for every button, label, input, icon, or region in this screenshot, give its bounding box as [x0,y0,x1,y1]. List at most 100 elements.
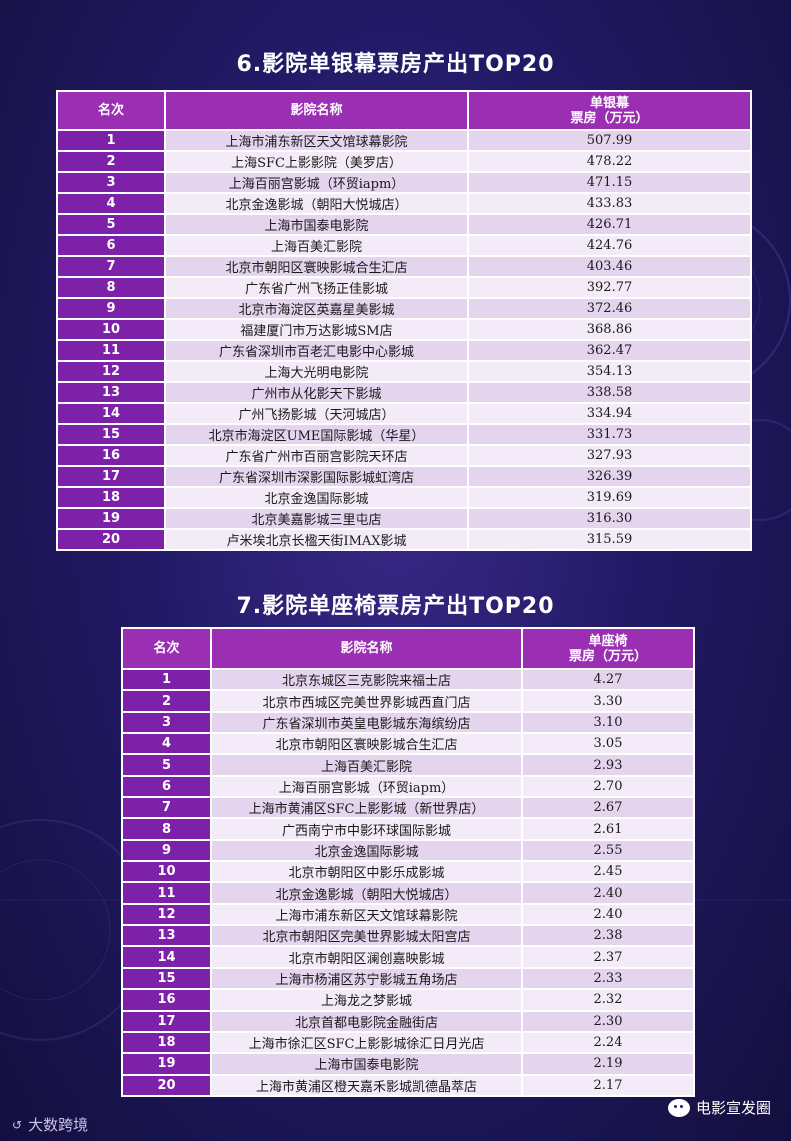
table-row: 5 上海市国泰电影院 426.71 [56,213,752,236]
table-row: 14 北京市朝阳区澜创嘉映影城 2.37 [121,945,695,969]
box-office-cell: 372.46 [467,297,752,320]
header-box-office: 单银幕 票房（万元） [467,90,752,131]
box-office-cell: 424.76 [467,234,752,257]
box-office-cell: 334.94 [467,402,752,425]
rank-cell: 5 [56,213,166,236]
box-office-cell: 2.45 [521,860,695,884]
rank-cell: 13 [56,381,166,404]
table-header-row: 名次 影院名称 单座椅 票房（万元） [121,627,695,670]
cinema-name-cell: 北京市西城区完美世界影城西直门店 [210,689,523,713]
rank-cell: 19 [121,1052,212,1076]
cinema-name-cell: 北京市海淀区英嘉星美影城 [164,297,469,320]
logo-icon: ↺ [12,1117,23,1132]
cinema-name-cell: 广东省广州飞扬正佳影城 [164,276,469,299]
box-office-cell: 2.19 [521,1052,695,1076]
table-row: 4 北京金逸影城（朝阳大悦城店） 433.83 [56,192,752,215]
box-office-cell: 2.67 [521,796,695,820]
cinema-name-cell: 广东省深圳市百老汇电影中心影城 [164,339,469,362]
table-row: 17 北京首都电影院金融街店 2.30 [121,1009,695,1033]
rank-cell: 9 [121,838,212,863]
cinema-name-cell: 北京市朝阳区中影乐成影城 [210,860,523,884]
rank-cell: 9 [56,297,166,320]
box-office-cell: 2.33 [521,966,695,991]
table-row: 9 北京金逸国际影城 2.55 [121,838,695,863]
rank-cell: 10 [56,318,166,341]
cinema-name-cell: 上海大光明电影院 [164,360,469,383]
header-cinema-name: 影院名称 [164,90,469,131]
seat-table-body: 1 北京东城区三克影院来福士店 4.27 2 北京市西城区完美世界影城西直门店 3.30 3… [121,667,695,1097]
cinema-name-cell: 北京东城区三克影院来福士店 [210,667,523,692]
table-row: 15 上海市杨浦区苏宁影城五角场店 2.33 [121,966,695,991]
cinema-name-cell: 广州飞扬影城（天河城店） [164,402,469,425]
box-office-cell: 316.30 [467,507,752,530]
cinema-name-cell: 北京金逸影城（朝阳大悦城店） [164,192,469,215]
rank-cell: 17 [56,465,166,488]
rank-cell: 5 [121,753,212,777]
box-office-cell: 354.13 [467,360,752,383]
cinema-name-cell: 广东省深圳市深影国际影城虹湾店 [164,465,469,488]
cinema-name-cell: 上海市国泰电影院 [164,213,469,236]
header-cinema-name: 影院名称 [210,627,523,670]
table-row: 7 北京市朝阳区寰映影城合生汇店 403.46 [56,255,752,278]
header-box-office-line1: 单银幕 [589,95,629,111]
box-office-cell: 2.55 [521,838,695,863]
rank-cell: 12 [56,360,166,383]
box-office-cell: 3.10 [521,710,695,735]
box-office-cell: 315.59 [467,528,752,551]
header-rank: 名次 [56,90,166,131]
rank-cell: 16 [56,444,166,467]
table-row: 1 北京东城区三克影院来福士店 4.27 [121,667,695,692]
box-office-cell: 392.77 [467,276,752,299]
cinema-name-cell: 上海市浦东新区天文馆球幕影院 [210,902,523,927]
box-office-cell: 426.71 [467,213,752,236]
rank-cell: 12 [121,902,212,927]
box-office-cell: 2.70 [521,774,695,799]
rank-cell: 18 [121,1030,212,1055]
box-office-cell: 2.32 [521,988,695,1012]
rank-cell: 1 [121,667,212,692]
box-office-cell: 2.61 [521,817,695,841]
table-row: 17 广东省深圳市深影国际影城虹湾店 326.39 [56,465,752,488]
rank-cell: 10 [121,860,212,884]
table-row: 15 北京市海淀区UME国际影城（华星） 331.73 [56,423,752,446]
table-row: 9 北京市海淀区英嘉星美影城 372.46 [56,297,752,320]
box-office-cell: 478.22 [467,150,752,173]
table-row: 5 上海百美汇影院 2.93 [121,753,695,777]
cinema-name-cell: 上海市浦东新区天文馆球幕影院 [164,129,469,152]
box-office-cell: 2.37 [521,945,695,969]
rank-cell: 11 [121,881,212,905]
rank-cell: 19 [56,507,166,530]
table-row: 18 上海市徐汇区SFC上影影城徐汇日月光店 2.24 [121,1030,695,1055]
table-row: 19 上海市国泰电影院 2.19 [121,1052,695,1076]
table-row: 20 上海市黄浦区橙天嘉禾影城凯德晶萃店 2.17 [121,1073,695,1097]
box-office-cell: 319.69 [467,486,752,509]
table-row: 8 广东省广州飞扬正佳影城 392.77 [56,276,752,299]
table-row: 2 北京市西城区完美世界影城西直门店 3.30 [121,689,695,713]
cinema-name-cell: 北京市朝阳区澜创嘉映影城 [210,945,523,969]
rank-cell: 7 [121,796,212,820]
seat-box-office-table: 名次 影院名称 单座椅 票房（万元） 1 北京东城区三克影院来福士店 4.27 2 北京… [121,627,695,1097]
cinema-name-cell: 上海市杨浦区苏宁影城五角场店 [210,966,523,991]
footer-source-label: 电影宣发圈 [695,1099,771,1117]
rank-cell: 1 [56,129,166,152]
table-row: 10 北京市朝阳区中影乐成影城 2.45 [121,860,695,884]
rank-cell: 8 [56,276,166,299]
rank-cell: 15 [121,966,212,991]
cinema-name-cell: 广州市从化影天下影城 [164,381,469,404]
rank-cell: 6 [56,234,166,257]
rank-cell: 4 [121,732,212,756]
cinema-name-cell: 上海百美汇影院 [164,234,469,257]
rank-cell: 16 [121,988,212,1012]
screen-table-body: 1 上海市浦东新区天文馆球幕影院 507.99 2 上海SFC上影影院（美罗店） 478.… [56,129,752,551]
table-row: 6 上海百丽宫影城（环贸iapm） 2.70 [121,774,695,799]
cinema-name-cell: 上海龙之梦影城 [210,988,523,1012]
rank-cell: 7 [56,255,166,278]
header-box-office-line2: 票房（万元） [568,648,647,664]
cinema-name-cell: 上海百丽宫影城（环贸iapm） [164,171,469,194]
cinema-name-cell: 北京金逸影城（朝阳大悦城店） [210,881,523,905]
box-office-cell: 3.30 [521,689,695,713]
section-title-screen-box-office: 6.影院单银幕票房产出TOP20 [236,52,555,77]
box-office-cell: 2.17 [521,1073,695,1097]
cinema-name-cell: 北京美嘉影城三里屯店 [164,507,469,530]
cinema-name-cell: 广东省广州市百丽宫影院天环店 [164,444,469,467]
